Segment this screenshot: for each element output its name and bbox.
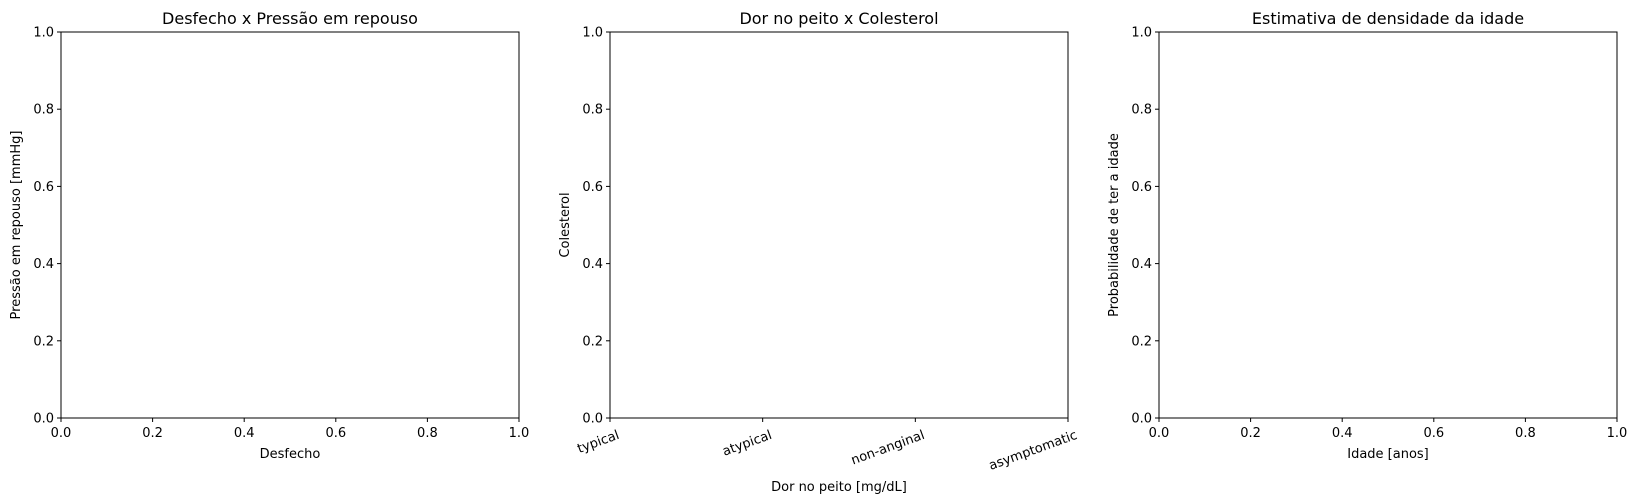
ticks-group-2: 0.0 0.2 0.4 0.6 0.8 1.0 typical atypical non-ang… <box>575 26 1079 474</box>
x-tick-label-1-3: 0.6 <box>325 426 346 441</box>
x-tick-label-3-1: 0.2 <box>1240 426 1261 441</box>
x-tick-label-3-4: 0.8 <box>1515 426 1536 441</box>
y-tick-label-1-2: 0.4 <box>33 257 54 272</box>
x-axis-label-1: Desfecho <box>260 447 321 462</box>
x-tick-label-1-2: 0.4 <box>234 426 255 441</box>
y-tick-label-2-3: 0.6 <box>582 180 603 195</box>
plot-area-3 <box>1158 31 1618 419</box>
x-tick-label-1-0: 0.0 <box>51 426 72 441</box>
chart-title-3: Estimativa de densidade da idade <box>1252 9 1524 28</box>
x-tick-label-2-2: non-anginal <box>849 428 927 468</box>
ticks-group-1: 0.0 0.2 0.4 0.6 0.8 1.0 0.0 0.2 0.4 0.6 0.8 1.0 <box>33 26 529 442</box>
y-tick-label-1-1: 0.2 <box>33 334 54 349</box>
y-tick-label-3-1: 0.2 <box>1131 334 1152 349</box>
y-tick-label-1-5: 1.0 <box>33 26 54 41</box>
y-tick-label-1-0: 0.0 <box>33 412 54 427</box>
plot-area-1 <box>60 31 520 419</box>
x-tick-label-2-1: atypical <box>721 428 774 460</box>
y-tick-label-2-4: 0.8 <box>582 103 603 118</box>
x-tick-label-3-0: 0.0 <box>1149 426 1170 441</box>
x-tick-label-3-2: 0.4 <box>1332 426 1353 441</box>
x-tick-label-1-5: 1.0 <box>509 426 530 441</box>
y-axis-label-3: Probabilidade de ter a idade <box>1107 133 1122 317</box>
x-axis-label-3: Idade [anos] <box>1347 447 1429 462</box>
y-tick-label-1-4: 0.8 <box>33 103 54 118</box>
y-axis-label-1: Pressão em repouso [mmHg] <box>9 131 24 320</box>
y-tick-label-3-5: 1.0 <box>1131 26 1152 41</box>
y-tick-label-1-3: 0.6 <box>33 180 54 195</box>
y-tick-label-2-2: 0.4 <box>582 257 603 272</box>
y-tick-label-3-0: 0.0 <box>1131 412 1152 427</box>
y-axis-label-2: Colesterol <box>558 192 573 257</box>
y-tick-label-3-2: 0.4 <box>1131 257 1152 272</box>
y-tick-label-2-0: 0.0 <box>582 412 603 427</box>
x-tick-label-3-5: 1.0 <box>1607 426 1628 441</box>
x-tick-label-3-3: 0.6 <box>1423 426 1444 441</box>
x-tick-label-1-4: 0.8 <box>417 426 438 441</box>
chart-panel-1: Desfecho x Pressão em repouso Desfecho P… <box>9 9 529 462</box>
plot-area-2 <box>609 31 1069 419</box>
x-tick-label-1-1: 0.2 <box>142 426 163 441</box>
chart-panel-3: Estimativa de densidade da idade Idade [… <box>1107 9 1627 462</box>
chart-panel-2: Dor no peito x Colesterol Dor no peito [… <box>558 9 1079 495</box>
chart-title-2: Dor no peito x Colesterol <box>739 9 938 28</box>
y-tick-label-3-3: 0.6 <box>1131 180 1152 195</box>
x-axis-label-2: Dor no peito [mg/dL] <box>771 480 907 495</box>
chart-title-1: Desfecho x Pressão em repouso <box>162 9 418 28</box>
x-tick-label-2-3: asymptomatic <box>987 428 1079 474</box>
ticks-group-3: 0.0 0.2 0.4 0.6 0.8 1.0 0.0 0.2 0.4 0.6 0.8 1.0 <box>1131 26 1627 442</box>
y-tick-label-2-5: 1.0 <box>582 26 603 41</box>
x-tick-label-2-0: typical <box>575 428 621 457</box>
y-tick-label-2-1: 0.2 <box>582 334 603 349</box>
y-tick-label-3-4: 0.8 <box>1131 103 1152 118</box>
